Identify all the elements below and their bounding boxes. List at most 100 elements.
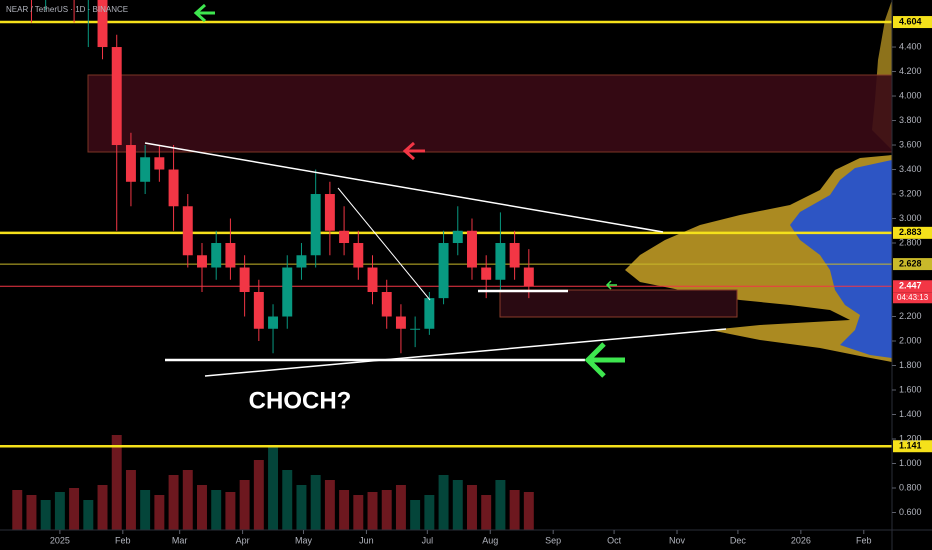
y-tick-label: 0.600 (899, 507, 922, 517)
volume-bar (310, 475, 321, 530)
candle-body (438, 243, 449, 299)
volume-bar (367, 492, 378, 530)
volume-bar (182, 470, 193, 530)
volume-bar (154, 495, 165, 530)
candle-body (395, 316, 406, 329)
volume-bar (12, 490, 23, 530)
candle-body (467, 230, 477, 268)
volume-bar (424, 495, 435, 530)
candle-body (253, 292, 264, 329)
levels: 4.604 2.883 2.628 2.447 04:43:13 1.141 (0, 16, 932, 453)
volume-bar (197, 485, 207, 530)
y-tick-label: 1.600 (899, 384, 922, 394)
volume-bar (225, 492, 236, 530)
price-label-box (893, 280, 932, 293)
x-tick-label: Oct (607, 535, 622, 545)
y-tick-label: 2.800 (899, 237, 922, 247)
x-tick-label: Sep (545, 535, 561, 545)
candle-body (125, 145, 136, 182)
volume-bar (452, 480, 463, 530)
annotation: CHOCH? (249, 387, 352, 414)
candle-body (140, 157, 151, 182)
countdown: 04:43:13 (897, 293, 929, 302)
volume-bar (54, 492, 65, 530)
volume-bar (324, 480, 335, 530)
candle-body (268, 316, 279, 329)
x-tick-label: Feb (115, 535, 131, 545)
volume-bar (410, 500, 421, 530)
volume-bar (97, 485, 108, 530)
price-label-box (893, 226, 932, 239)
arrow (193, 3, 215, 23)
volume-bar (40, 500, 51, 530)
x-tick-label: Feb (856, 535, 872, 545)
volume-bar (168, 475, 179, 530)
x-tick-label: 2026 (791, 535, 811, 545)
demand-zone (499, 289, 738, 318)
candle-body (239, 267, 250, 293)
y-tick-label: 3.400 (899, 164, 922, 174)
y-tick-label: 1.800 (899, 360, 922, 370)
y-tick-label: 4.000 (899, 90, 922, 100)
volume-bar (438, 475, 449, 530)
candle-body (339, 230, 350, 244)
volume-bar (495, 480, 506, 530)
y-tick-label: 1.000 (899, 458, 922, 468)
volume-bar (125, 470, 136, 530)
volume-bar (26, 495, 37, 530)
volume-bar (395, 485, 406, 530)
volume-layer (12, 435, 534, 530)
candle-body (353, 243, 364, 268)
price-label: 2.447 (899, 281, 922, 291)
price-label: 1.141 (899, 441, 922, 451)
candle-body (211, 243, 222, 268)
x-tick-label: 2025 (50, 535, 70, 545)
candle-body (481, 267, 492, 280)
candle-body (154, 157, 165, 170)
candle-body (182, 206, 193, 256)
candle-body (495, 243, 506, 280)
candle-body (381, 292, 392, 317)
price-label: 4.604 (899, 16, 922, 26)
volume-bar (339, 490, 350, 530)
x-tick-label: Apr (236, 535, 250, 545)
price-label: 2.628 (899, 258, 922, 268)
volume-bar (268, 445, 279, 530)
x-tick-label: Jun (359, 535, 374, 545)
volume-bar (481, 495, 492, 530)
volume-bar (353, 495, 364, 530)
volume-bar (523, 492, 534, 530)
x-tick-label: Jul (422, 535, 434, 545)
y-tick-label: 3.200 (899, 188, 922, 198)
price-label-box (893, 16, 932, 29)
candle-body (296, 255, 307, 268)
trendline (144, 142, 664, 233)
candle-body (111, 47, 122, 146)
candle-body (424, 298, 435, 329)
y-tick-label: 3.600 (899, 139, 922, 149)
trendline (204, 328, 727, 377)
volume-bar (509, 490, 520, 530)
y-tick-label: 1.400 (899, 409, 922, 419)
x-tick-label: Mar (172, 535, 188, 545)
candle-body (523, 267, 534, 287)
arrow (584, 342, 625, 378)
candle-body (452, 230, 463, 244)
volume-bar (111, 435, 122, 530)
y-tick-label: 2.200 (899, 311, 922, 321)
arrow (402, 141, 425, 161)
chart-title: NEAR / TetherUS · 1D · BINANCE (6, 5, 128, 14)
volume-bar (467, 485, 477, 530)
volume-bar (140, 490, 151, 530)
trendline (337, 187, 431, 301)
volume-bar (239, 480, 250, 530)
candle-body (367, 267, 378, 293)
x-tick-label: Aug (482, 535, 498, 545)
y-tick-label: 4.200 (899, 66, 922, 76)
volume-bar (253, 460, 264, 530)
volume-bar (83, 500, 94, 530)
arrow (605, 280, 617, 290)
supply-zone (87, 74, 893, 153)
y-tick-label: 3.800 (899, 115, 922, 125)
